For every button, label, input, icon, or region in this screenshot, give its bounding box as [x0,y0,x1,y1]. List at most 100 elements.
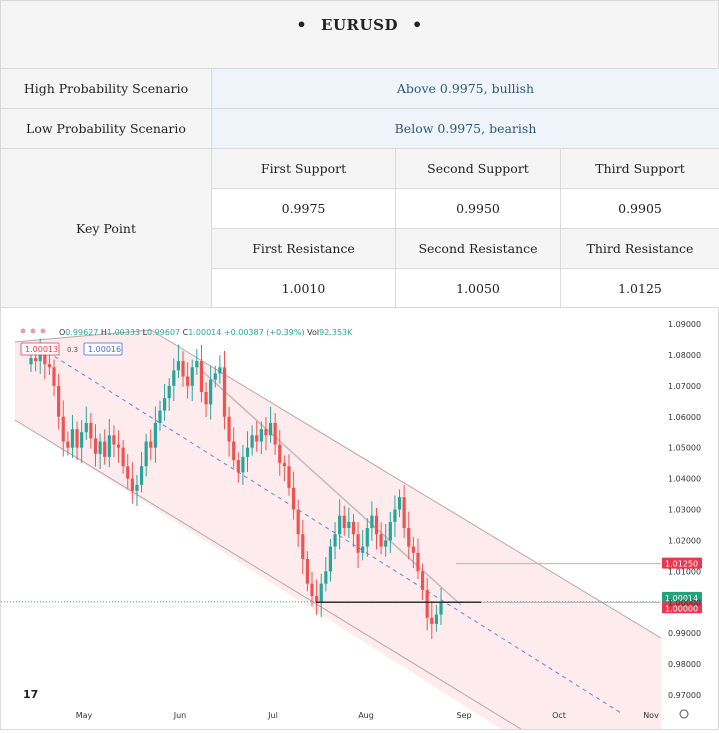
candle-body [75,429,78,448]
y-tick-label: 1.04000 [668,475,701,484]
ohlc-readout: O0.99627 H1.00333 L0.99607 C1.00014 +0.0… [59,328,353,337]
candle-body [283,463,286,466]
candle-body [264,429,267,435]
candle-body [347,522,350,528]
candle-body [255,435,258,441]
x-tick-label: Oct [552,711,566,720]
candle-body [310,584,313,596]
y-tick-label: 1.01000 [668,567,701,576]
candle-body [237,460,240,472]
y-tick-label: 0.99000 [668,629,701,638]
candle-body [214,373,217,379]
candle-body [361,547,364,553]
title-bullet-left: • [296,15,307,34]
candle-body [421,571,424,590]
first-support-value: 0.9975 [212,189,396,229]
candle-body [324,571,327,583]
candle-body [34,358,37,361]
candle-body [191,367,194,386]
second-support-header: Second Support [396,149,561,189]
settings-gear-icon[interactable] [680,710,688,718]
candle-body [301,534,304,559]
candle-body [269,423,272,435]
x-tick-label: May [76,711,93,720]
high-scenario-label: High Probability Scenario [1,69,212,109]
symbol-name: EURUSD [321,16,398,34]
second-support-value: 0.9950 [396,189,561,229]
sell-price: 1.00013 [25,345,58,354]
x-tick-label: Jun [173,711,187,720]
candle-body [108,435,111,457]
candle-body [366,528,369,547]
low-scenario-label: Low Probability Scenario [1,109,212,149]
candle-body [241,457,244,472]
candle-body [375,516,378,535]
candle-body [62,417,65,442]
candle-body [57,386,60,417]
low-scenario-value: Below 0.9975, bearish [212,109,719,149]
candle-body [416,553,419,572]
table-row-low: Low Probability Scenario Below 0.9975, b… [1,109,719,149]
candle-body [172,370,175,385]
x-tick-label: Jul [267,711,278,720]
candle-body [329,547,332,572]
x-tick-label: Nov [643,711,659,720]
candle-body [260,429,263,441]
candle-body [403,497,406,528]
candle-body [426,590,429,618]
candle-body [145,441,148,466]
candle-body [439,602,442,614]
x-tick-label: Aug [358,711,374,720]
y-tick-label: 1.07000 [668,382,701,391]
candle-body [343,516,346,528]
third-support-value: 0.9905 [561,189,719,229]
channel-fill [15,330,661,729]
candle-body [48,364,51,367]
candle-body [218,367,221,373]
table-row-high: High Probability Scenario Above 0.9975, … [1,69,719,109]
candle-body [209,380,212,405]
candle-body [186,377,189,386]
candle-body [200,361,203,392]
y-tick-label: 1.09000 [668,320,701,329]
candle-body [122,448,125,467]
title-bullet-right: • [412,15,423,34]
y-tick-label: 0.97000 [668,691,701,700]
candle-body [117,445,120,448]
buy-price: 1.00016 [88,345,121,354]
y-tick-label: 1.08000 [668,351,701,360]
table-row-support-headers: Key Point First Support Second Support T… [1,149,719,189]
candle-body [168,386,171,398]
tradingview-logo-icon: 17 [23,688,38,701]
candle-body [227,417,230,442]
y-tick-label: 1.00000 [668,598,701,607]
third-resistance-value: 1.0125 [561,269,719,309]
candle-body [278,445,281,464]
candle-body [333,534,336,546]
candle-body [66,441,69,447]
high-scenario-value: Above 0.9975, bullish [212,69,719,109]
candle-body [352,522,355,534]
candle-body [89,423,92,438]
candle-body [389,522,392,541]
y-tick-label: 1.03000 [668,506,701,515]
third-support-header: Third Support [561,149,719,189]
y-tick-label: 1.02000 [668,536,701,545]
title-bar: • EURUSD • [0,0,719,69]
y-tick-label: 0.98000 [668,660,701,669]
candle-body [39,355,42,361]
candle-body [181,361,184,376]
candle-body [52,367,55,386]
candle-body [407,528,410,547]
trend-channel [15,330,661,729]
second-resistance-header: Second Resistance [396,229,561,269]
candle-body [80,432,83,447]
price-axis: 1.090001.080001.070001.060001.050001.040… [668,320,701,700]
candle-body [158,411,161,423]
candle-body [85,423,88,432]
candle-body [398,497,401,509]
marker-dot-icon [41,329,46,334]
